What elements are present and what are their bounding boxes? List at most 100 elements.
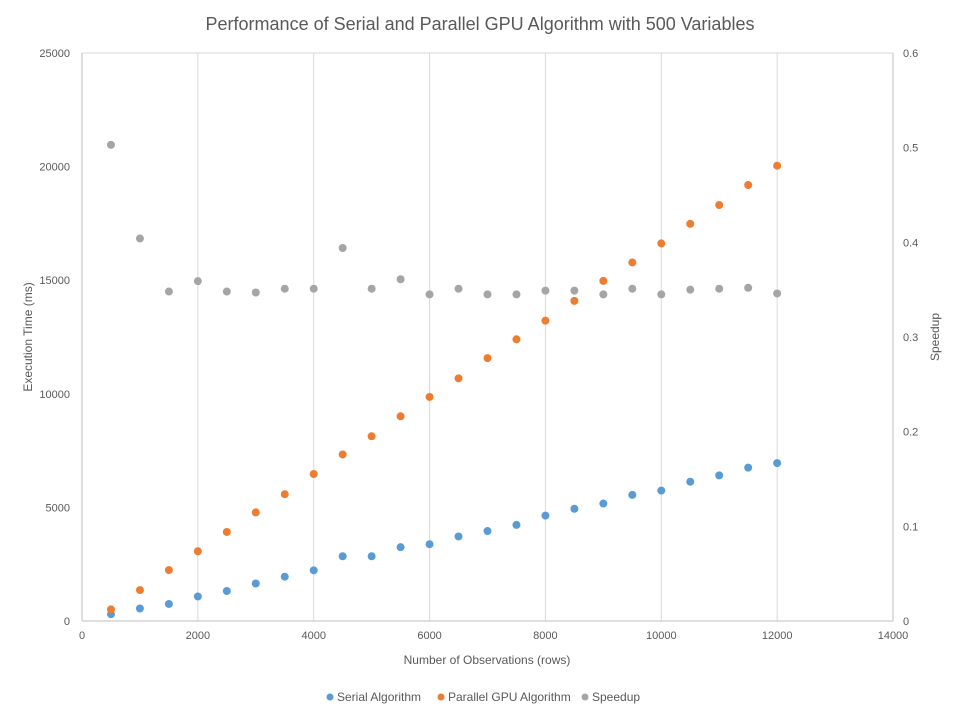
- data-point: [338, 244, 347, 253]
- data-point: [106, 140, 115, 149]
- data-point: [599, 499, 608, 508]
- y2-tick-labels: 0 0.1 0.2 0.3 0.4 0.5 0.6: [903, 48, 918, 628]
- data-point: [483, 354, 492, 363]
- y2-tick-label: 0.1: [903, 521, 918, 533]
- data-point: [367, 552, 376, 561]
- legend-marker: [326, 693, 334, 701]
- data-point: [454, 374, 463, 383]
- x-tick-label: 2000: [186, 630, 210, 642]
- data-point: [773, 161, 782, 170]
- series-parallel-gpu-algorithm: [106, 161, 782, 614]
- y-tick-label: 20000: [39, 162, 70, 174]
- data-points: [106, 140, 782, 619]
- data-point: [454, 284, 463, 293]
- data-point: [135, 586, 144, 595]
- data-point: [251, 508, 260, 517]
- data-point: [222, 587, 231, 596]
- data-point: [280, 572, 289, 581]
- data-point: [715, 200, 724, 209]
- data-point: [396, 275, 405, 284]
- data-point: [715, 471, 724, 480]
- data-point: [773, 289, 782, 298]
- data-point: [135, 234, 144, 243]
- data-point: [744, 463, 753, 472]
- data-point: [164, 566, 173, 575]
- x-tick-label: 6000: [417, 630, 441, 642]
- data-point: [657, 239, 666, 248]
- data-point: [338, 450, 347, 459]
- data-point: [512, 290, 521, 299]
- y2-axis-label: Speedup: [928, 313, 942, 361]
- data-point: [686, 477, 695, 486]
- data-point: [570, 504, 579, 513]
- y2-tick-label: 0.2: [903, 427, 918, 439]
- y2-tick-label: 0.6: [903, 48, 918, 60]
- data-point: [164, 599, 173, 608]
- data-point: [744, 181, 753, 190]
- data-point: [106, 605, 115, 614]
- data-point: [686, 219, 695, 228]
- data-point: [715, 284, 724, 293]
- x-tick-label: 0: [79, 630, 85, 642]
- chart-title: Performance of Serial and Parallel GPU A…: [206, 14, 755, 34]
- y-axis-label: Execution Time (ms): [21, 282, 35, 391]
- y-tick-label: 10000: [39, 389, 70, 401]
- data-point: [541, 511, 550, 520]
- data-point: [280, 490, 289, 499]
- series-serial-algorithm: [106, 459, 782, 619]
- data-point: [309, 470, 318, 479]
- data-point: [483, 290, 492, 299]
- data-point: [193, 592, 202, 601]
- x-tick-label: 4000: [301, 630, 325, 642]
- data-point: [744, 283, 753, 292]
- x-axis-label: Number of Observations (rows): [404, 653, 571, 667]
- data-point: [309, 566, 318, 575]
- data-point: [541, 316, 550, 325]
- data-point: [454, 532, 463, 541]
- data-point: [599, 276, 608, 285]
- data-point: [396, 412, 405, 421]
- data-point: [251, 579, 260, 588]
- legend-label: Parallel GPU Algorithm: [448, 690, 571, 704]
- data-point: [628, 490, 637, 499]
- x-tick-label: 12000: [762, 630, 793, 642]
- legend-marker: [581, 693, 589, 701]
- y-tick-label: 5000: [46, 502, 70, 514]
- data-point: [222, 287, 231, 296]
- data-point: [512, 520, 521, 529]
- data-point: [425, 392, 434, 401]
- y-tick-labels: 0 5000 10000 15000 20000 25000: [39, 48, 70, 628]
- data-point: [280, 284, 289, 293]
- data-point: [367, 284, 376, 293]
- data-point: [193, 277, 202, 286]
- data-point: [222, 527, 231, 536]
- x-tick-label: 10000: [646, 630, 677, 642]
- data-point: [570, 296, 579, 305]
- data-point: [483, 527, 492, 536]
- data-point: [686, 285, 695, 294]
- y-tick-label: 25000: [39, 48, 70, 60]
- data-point: [425, 290, 434, 299]
- legend-marker: [437, 693, 445, 701]
- data-point: [628, 258, 637, 267]
- series-speedup: [106, 140, 782, 299]
- y2-tick-label: 0.4: [903, 237, 918, 249]
- x-tick-labels: 0 2000 4000 6000 8000 10000 12000 14000: [79, 630, 908, 642]
- data-point: [309, 284, 318, 293]
- data-point: [773, 459, 782, 468]
- x-tick-label: 14000: [878, 630, 909, 642]
- data-point: [628, 284, 637, 293]
- data-point: [164, 287, 173, 296]
- y-tick-label: 0: [64, 616, 70, 628]
- data-point: [657, 486, 666, 495]
- data-point: [251, 288, 260, 297]
- y-tick-label: 15000: [39, 275, 70, 287]
- data-point: [396, 543, 405, 552]
- data-point: [512, 335, 521, 344]
- data-point: [135, 604, 144, 613]
- data-point: [367, 432, 376, 441]
- data-point: [425, 540, 434, 549]
